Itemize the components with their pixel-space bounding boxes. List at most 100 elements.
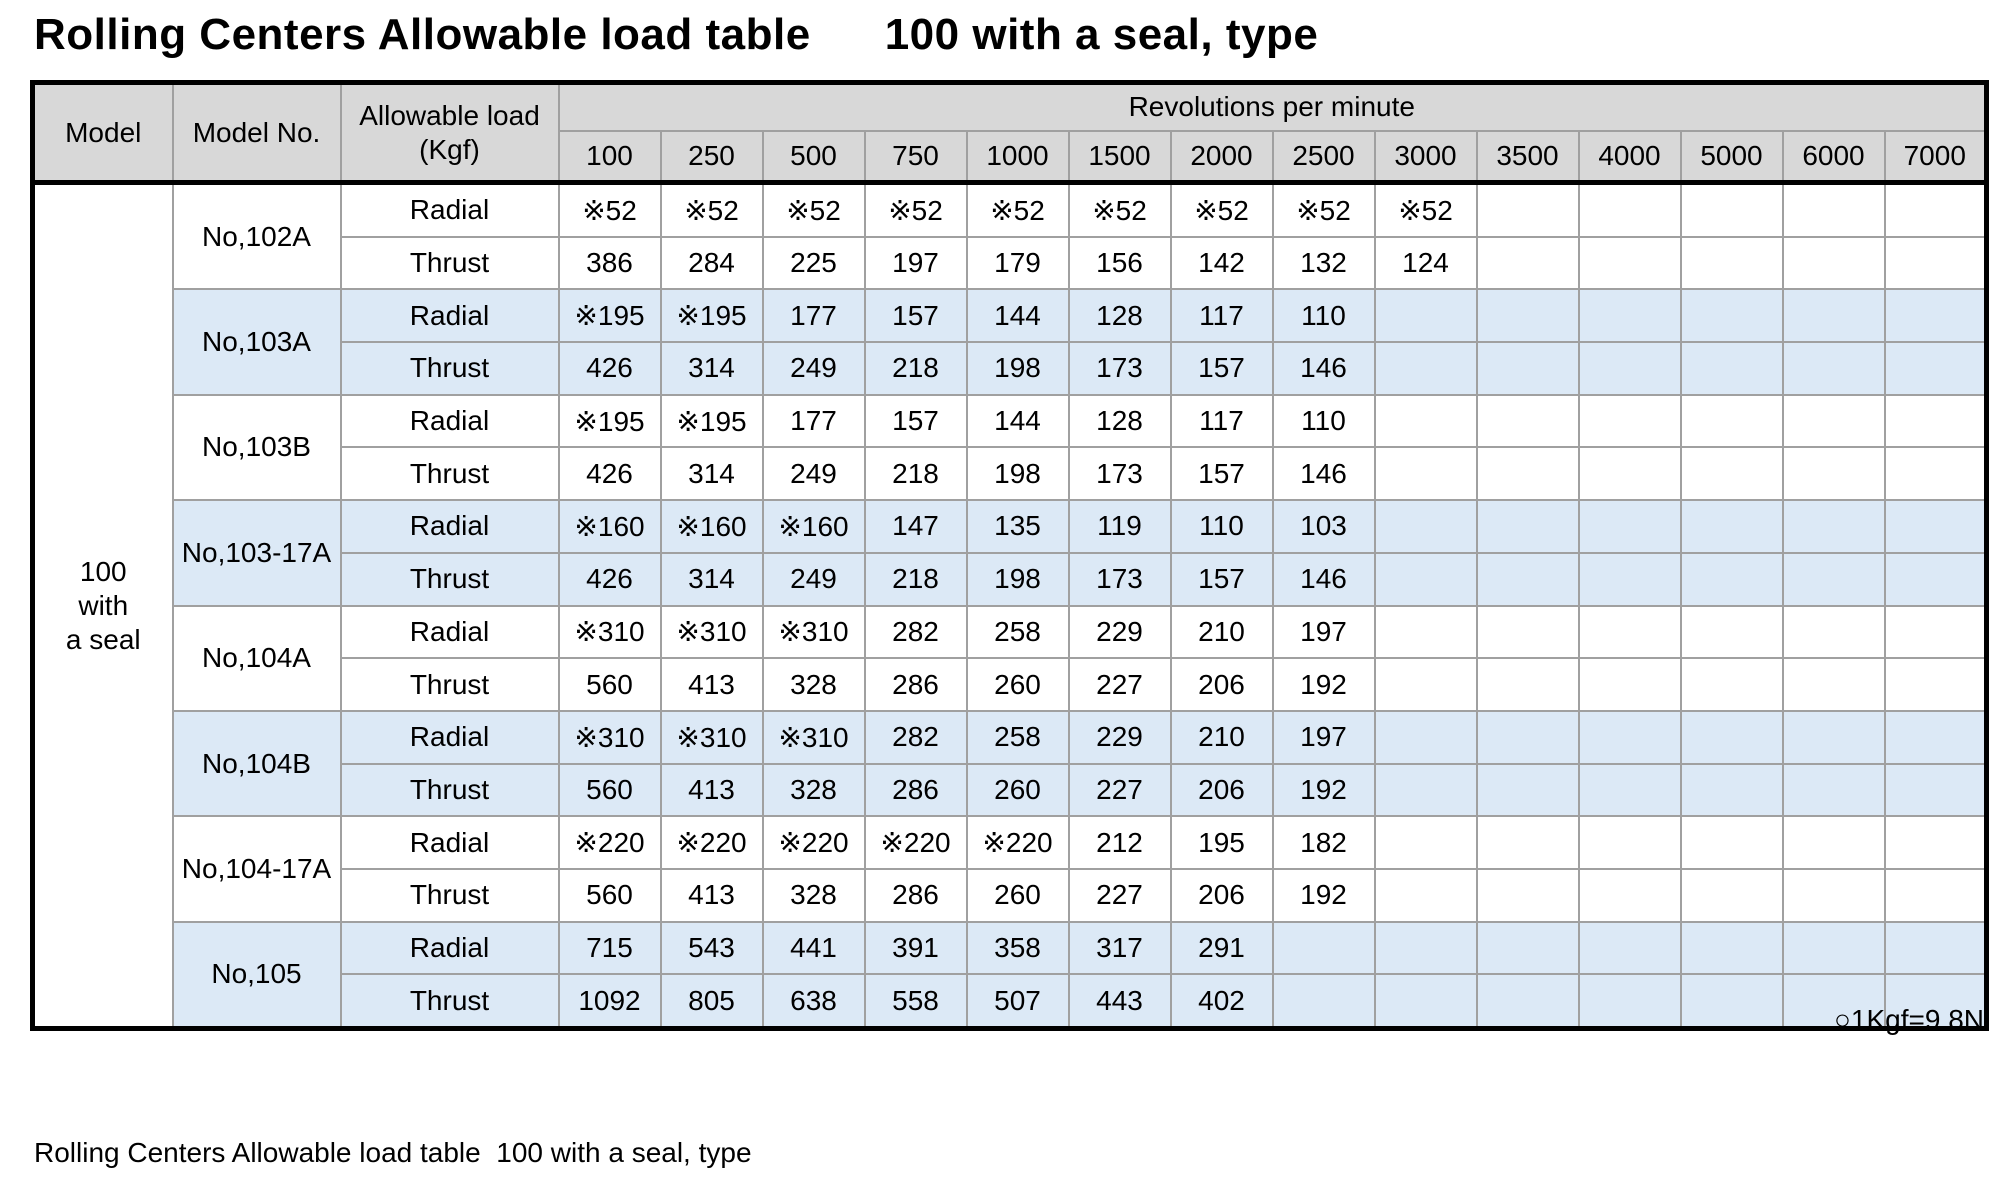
value-cell: 426 xyxy=(557,551,662,607)
header-model: Model xyxy=(31,81,174,184)
value-cell: 198 xyxy=(965,341,1070,396)
value-cell xyxy=(1373,446,1478,502)
value-cell xyxy=(1475,973,1580,1030)
value-cell: 413 xyxy=(659,762,764,818)
value-cell: 225 xyxy=(761,235,866,291)
value-cell: 110 xyxy=(1271,393,1376,449)
value-cell xyxy=(1373,604,1478,660)
value-cell: 1092 xyxy=(557,973,662,1030)
value-cell: ※310 xyxy=(761,604,866,660)
value-cell: 177 xyxy=(761,288,866,344)
value-cell xyxy=(1781,499,1886,554)
value-cell xyxy=(1781,393,1886,449)
header-rpm-1500: 1500 xyxy=(1067,129,1172,184)
value-cell: 156 xyxy=(1067,235,1172,291)
load-type-cell: Radial xyxy=(339,815,560,870)
value-cell: 715 xyxy=(557,920,662,976)
value-cell: 146 xyxy=(1271,341,1376,396)
value-cell: ※52 xyxy=(1169,181,1274,238)
value-cell: 443 xyxy=(1067,973,1172,1030)
load-type-cell: Thrust xyxy=(339,446,560,502)
model-group-cell: 100 with a seal xyxy=(31,181,174,1030)
value-cell: ※160 xyxy=(557,499,662,554)
value-cell xyxy=(1475,499,1580,554)
value-cell: 413 xyxy=(659,867,764,923)
header-rpm-1000: 1000 xyxy=(965,129,1070,184)
value-cell: 135 xyxy=(965,499,1070,554)
value-cell xyxy=(1679,762,1784,818)
value-cell: 314 xyxy=(659,341,764,396)
value-cell: 173 xyxy=(1067,341,1172,396)
value-cell: ※195 xyxy=(659,288,764,344)
value-cell: 146 xyxy=(1271,551,1376,607)
value-cell: ※310 xyxy=(659,604,764,660)
value-cell: 218 xyxy=(863,341,968,396)
value-cell: 173 xyxy=(1067,551,1172,607)
load-type-cell: Thrust xyxy=(339,657,560,712)
value-cell: 560 xyxy=(557,867,662,923)
value-cell xyxy=(1679,551,1784,607)
value-cell: 192 xyxy=(1271,657,1376,712)
value-cell xyxy=(1475,815,1580,870)
value-cell xyxy=(1781,762,1886,818)
value-cell: ※52 xyxy=(659,181,764,238)
table-row: Thrust 560 413 328 286 260 227 206 192 xyxy=(33,762,1988,818)
value-cell xyxy=(1883,499,1988,554)
value-cell xyxy=(1883,446,1988,502)
table-row: Thrust 1092 805 638 558 507 443 402 xyxy=(33,973,1988,1030)
table-row: No,104B Radial ※310 ※310 ※310 282 258 229 210 197 xyxy=(33,709,1988,818)
page-title-type: 100 with a seal, type xyxy=(884,10,1319,59)
value-cell: 132 xyxy=(1271,235,1376,291)
value-cell: 317 xyxy=(1067,920,1172,976)
value-cell xyxy=(1577,181,1682,238)
model-no-cell: No,105 xyxy=(171,920,342,1030)
value-cell: 124 xyxy=(1373,235,1478,291)
value-cell: 179 xyxy=(965,235,1070,291)
value-cell xyxy=(1475,393,1580,449)
value-cell: 198 xyxy=(965,551,1070,607)
table-row: No,103A Radial ※195 ※195 177 157 144 128 117 110 xyxy=(33,288,1988,396)
load-type-cell: Radial xyxy=(339,604,560,660)
value-cell: 192 xyxy=(1271,867,1376,923)
value-cell: 157 xyxy=(863,393,968,449)
value-cell: 198 xyxy=(965,446,1070,502)
value-cell xyxy=(1883,235,1988,291)
value-cell xyxy=(1373,920,1478,976)
value-cell: ※52 xyxy=(1373,181,1478,238)
value-cell: 249 xyxy=(761,446,866,502)
load-type-cell: Radial xyxy=(339,709,560,765)
value-cell: ※220 xyxy=(557,815,662,870)
value-cell: ※220 xyxy=(965,815,1070,870)
value-cell xyxy=(1271,920,1376,976)
value-cell: 227 xyxy=(1067,762,1172,818)
value-cell: 249 xyxy=(761,551,866,607)
value-cell: 197 xyxy=(863,235,968,291)
model-no-cell: No,103A xyxy=(171,288,342,396)
value-cell xyxy=(1679,499,1784,554)
value-cell: 212 xyxy=(1067,815,1172,870)
value-cell: 560 xyxy=(557,657,662,712)
table-row: Thrust 426 314 249 218 198 173 157 146 xyxy=(33,551,1988,607)
value-cell: ※220 xyxy=(761,815,866,870)
value-cell xyxy=(1577,709,1682,765)
value-cell xyxy=(1475,235,1580,291)
value-cell xyxy=(1679,867,1784,923)
header-rpm-3500: 3500 xyxy=(1475,129,1580,184)
value-cell: 227 xyxy=(1067,657,1172,712)
value-cell: 284 xyxy=(659,235,764,291)
value-cell: 173 xyxy=(1067,446,1172,502)
value-cell: 286 xyxy=(863,867,968,923)
value-cell: 206 xyxy=(1169,657,1274,712)
value-cell: 258 xyxy=(965,604,1070,660)
value-cell xyxy=(1781,288,1886,344)
value-cell: 638 xyxy=(761,973,866,1030)
value-cell: 282 xyxy=(863,604,968,660)
value-cell: 229 xyxy=(1067,709,1172,765)
value-cell xyxy=(1883,973,1988,1030)
value-cell: 157 xyxy=(863,288,968,344)
load-type-cell: Thrust xyxy=(339,235,560,291)
value-cell xyxy=(1883,604,1988,660)
load-type-cell: Thrust xyxy=(339,551,560,607)
value-cell: 328 xyxy=(761,762,866,818)
header-model-no: Model No. xyxy=(171,81,342,184)
